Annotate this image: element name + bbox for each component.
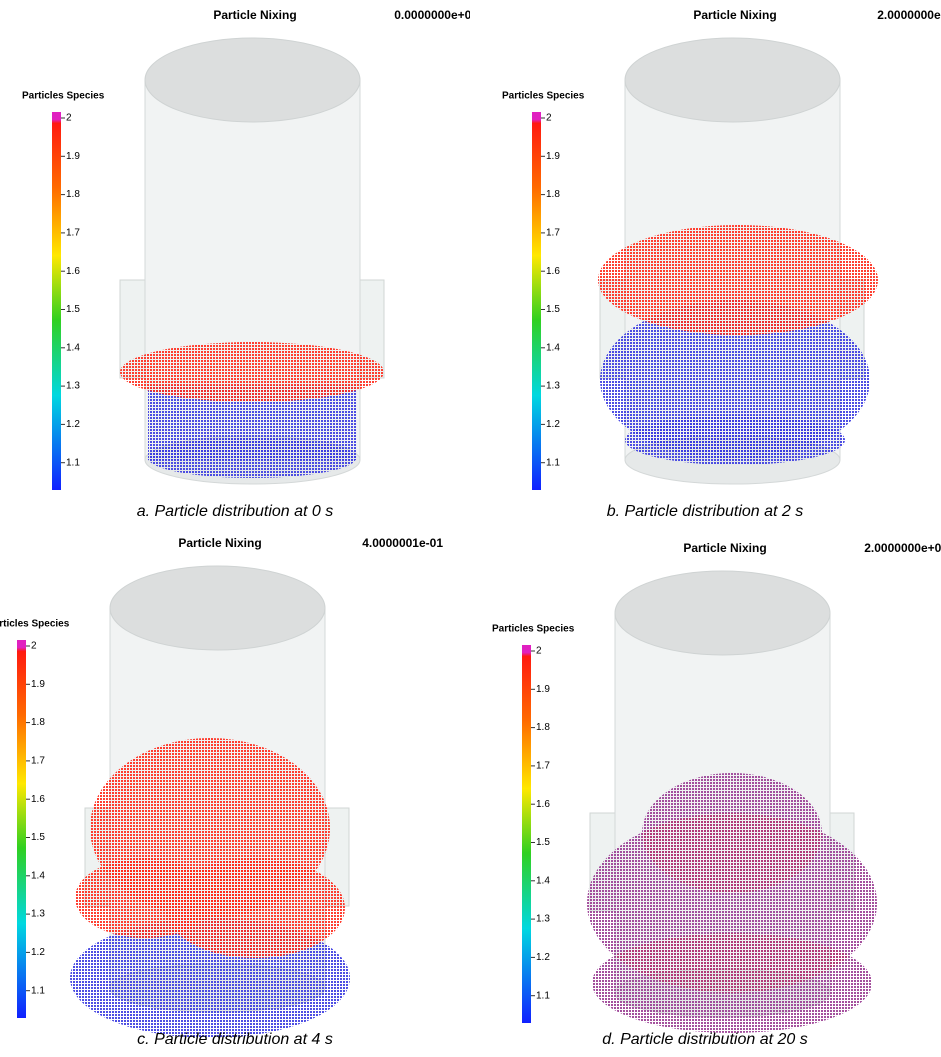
- legend-tick-label: 1.5: [31, 832, 45, 843]
- cylinder-top: [145, 38, 360, 122]
- particle-cloud: [148, 438, 356, 478]
- particle-cloud: [598, 225, 878, 335]
- legend-tick-label: 1.5: [66, 304, 80, 315]
- legend-tick-label: 1.2: [66, 419, 80, 430]
- time-label: 2.0000000e-01: [877, 8, 941, 22]
- legend-tick-label: 1.9: [66, 151, 80, 162]
- legend-tick-label: 2: [31, 641, 37, 652]
- legend-tick-label: 1.6: [31, 794, 45, 805]
- panel-title: Particle Nixing: [178, 536, 261, 550]
- particle-cloud: [592, 933, 872, 1033]
- colorbar: [522, 645, 531, 1023]
- legend-tick-label: 1.1: [66, 457, 80, 468]
- time-label: 2.0000000e+00: [864, 541, 941, 555]
- legend-tick-label: 1.8: [31, 717, 45, 728]
- panel-content: Particle Nixing 2.0000000e+00 Particles Sp…: [492, 541, 941, 1033]
- panel-title: Particle Nixing: [683, 541, 766, 555]
- legend-tick-label: 2: [536, 646, 542, 657]
- cylinder-top: [110, 566, 325, 650]
- legend-tick-label: 1.5: [536, 837, 550, 848]
- legend-tick-label: 1.4: [66, 342, 80, 353]
- panel: Particle Nixing 2.0000000e+00 Particles Sp…: [470, 528, 941, 1057]
- legend-tick-label: 2: [546, 113, 552, 124]
- caption: a. Particle distribution at 0 s: [137, 503, 334, 520]
- legend-tick-label: 1.4: [31, 870, 45, 881]
- legend-tick-label: 1.3: [546, 381, 560, 392]
- particle-cloud: [642, 773, 822, 893]
- legend-title: Particles Species: [0, 619, 70, 630]
- panel-content: Particle Nixing 0.0000000e+00 Particles Sp…: [22, 8, 470, 490]
- legend-tick-label: 1.7: [546, 228, 560, 239]
- legend-tick-label: 1.3: [536, 914, 550, 925]
- colorbar: [52, 112, 61, 490]
- legend-tick-label: 1.3: [31, 909, 45, 920]
- panel: Particle Nixing 0.0000000e+00 Particles Sp…: [0, 0, 470, 528]
- legend-tick-label: 1.2: [31, 947, 45, 958]
- panel-title: Particle Nixing: [213, 8, 296, 22]
- legend-tick-label: 1.1: [536, 990, 550, 1001]
- legend-tick-label: 1.6: [66, 266, 80, 277]
- legend-tick-label: 1.3: [66, 381, 80, 392]
- legend-tick-label: 1.7: [66, 228, 80, 239]
- panel-content: Particle Nixing 2.0000000e-01 Particles Sp…: [502, 8, 941, 490]
- cylinder-top: [625, 38, 840, 122]
- time-label: 0.0000000e+00: [394, 8, 470, 22]
- legend-tick-label: 1.2: [536, 952, 550, 963]
- legend-tick-label: 1.9: [546, 151, 560, 162]
- legend-title: Particles Species: [492, 624, 575, 635]
- colorbar: [17, 640, 26, 1018]
- legend-tick-label: 1.4: [546, 342, 560, 353]
- legend-tick-label: 1.6: [546, 266, 560, 277]
- legend-tick-label: 1.9: [31, 679, 45, 690]
- caption: c. Particle distribution at 4 s: [137, 1031, 333, 1048]
- legend-tick-label: 1.8: [536, 722, 550, 733]
- legend-tick-label: 1.6: [536, 799, 550, 810]
- legend-title: Particles Species: [502, 91, 585, 102]
- caption: b. Particle distribution at 2 s: [607, 503, 804, 520]
- panel-content: Particle Nixing 4.0000001e-01 Particles Sp…: [0, 536, 443, 1038]
- cylinder-top: [615, 571, 830, 655]
- legend-tick-label: 1.7: [31, 756, 45, 767]
- legend-tick-label: 1.5: [546, 304, 560, 315]
- legend-tick-label: 1.2: [546, 419, 560, 430]
- legend-tick-label: 1.9: [536, 684, 550, 695]
- panel: Particle Nixing 4.0000001e-01 Particles Sp…: [0, 528, 470, 1057]
- particle-cloud: [625, 415, 845, 465]
- caption: d. Particle distribution at 20 s: [602, 1031, 807, 1048]
- legend-title: Particles Species: [22, 91, 105, 102]
- legend-tick-label: 1.8: [546, 189, 560, 200]
- particle-cloud: [120, 342, 384, 402]
- legend-tick-label: 1.4: [536, 875, 550, 886]
- legend-tick-label: 1.8: [66, 189, 80, 200]
- particle-cloud: [75, 858, 215, 938]
- legend-tick-label: 1.1: [31, 985, 45, 996]
- panel-title: Particle Nixing: [693, 8, 776, 22]
- figure: Particle Nixing 0.0000000e+00 Particles Sp…: [0, 0, 941, 1057]
- colorbar: [532, 112, 541, 490]
- legend-tick-label: 1.7: [536, 761, 550, 772]
- legend-tick-label: 2: [66, 113, 72, 124]
- panel: Particle Nixing 2.0000000e-01 Particles Sp…: [470, 0, 941, 528]
- legend-tick-label: 1.1: [546, 457, 560, 468]
- time-label: 4.0000001e-01: [362, 536, 443, 550]
